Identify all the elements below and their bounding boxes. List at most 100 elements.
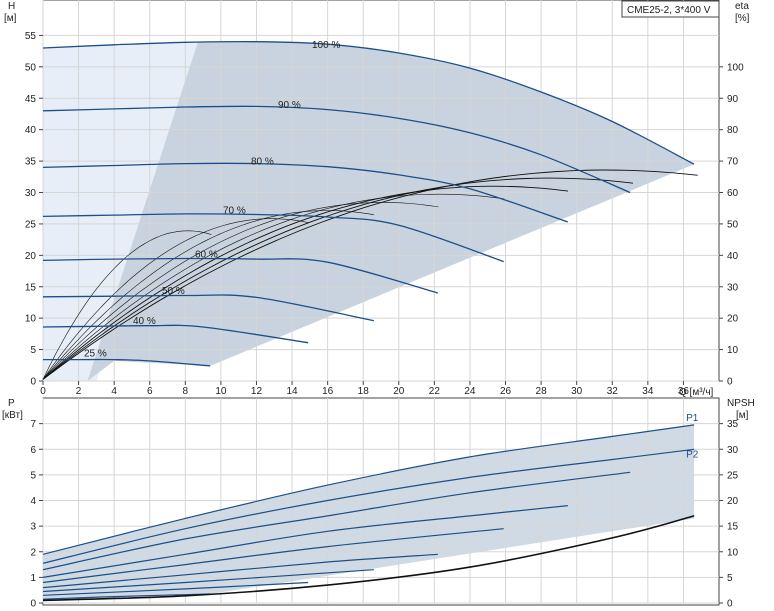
axis-label-q: Q [м³/ч] [679, 387, 714, 398]
x-tick-label: 28 [536, 386, 548, 397]
p-tick-label: 4 [30, 496, 36, 507]
p-tick-label: 7 [30, 419, 36, 430]
head-curve-label: 70 % [223, 205, 246, 216]
model-badge: CME25-2, 3*400 V [621, 0, 720, 18]
x-tick-label: 34 [642, 386, 654, 397]
power-curve-label: P1 [686, 413, 699, 424]
axis-unit-h: [м] [4, 13, 17, 24]
npsh-tick-label: 10 [727, 547, 739, 558]
x-tick-label: 14 [286, 386, 298, 397]
y-tick-label: 15 [25, 282, 37, 293]
x-tick-label: 22 [429, 386, 441, 397]
y-tick-label: 10 [25, 314, 37, 325]
power-labels: P1 P2 [686, 413, 699, 460]
axis-unit-eta: [%] [735, 13, 750, 24]
head-curve-label: 80 % [251, 156, 274, 167]
head-curve-label: 25 % [84, 349, 107, 360]
axis-label-eta: eta [735, 1, 749, 12]
efficiency-curve [42, 169, 698, 380]
power-curve [42, 528, 504, 584]
y-tick-label: 20 [25, 251, 37, 262]
y2-tick-label: 80 [727, 125, 739, 136]
power-curve-label: P2 [686, 449, 699, 460]
y-tick-label: 0 [30, 377, 36, 388]
power-curve [42, 471, 631, 571]
npsh-tick-label: 25 [727, 470, 739, 481]
y2-tick-label: 30 [727, 282, 739, 293]
bottom-panel: P1 P2 0 1 2 3 4 5 6 7 0 5 10 15 20 25 30 35 [30, 397, 739, 610]
npsh-tick-label: 0 [727, 599, 733, 610]
model-label: CME25-2, 3*400 V [627, 5, 711, 16]
head-curve [42, 294, 375, 322]
p-tick-label: 0 [30, 599, 36, 610]
x-tick-label: 32 [607, 386, 619, 397]
y2-tick-label: 90 [727, 94, 739, 105]
power-curve [42, 581, 309, 596]
p-tick-label: 6 [30, 445, 36, 456]
x-tick-label: 20 [393, 386, 405, 397]
x-tick-label: 18 [358, 386, 370, 397]
y-tick-label: 55 [25, 31, 37, 42]
y-tick-label: 30 [25, 188, 37, 199]
axis-label-h: H [8, 1, 15, 12]
y-tick-label: 5 [30, 345, 36, 356]
npsh-tick-label: 5 [727, 573, 733, 584]
y2-tick-label: 10 [727, 345, 739, 356]
head-curve [42, 257, 439, 294]
efficiency-curve [42, 185, 569, 380]
y2-tick-label: 0 [727, 377, 733, 388]
power-curve [42, 593, 211, 600]
efficiency-curve [42, 202, 439, 380]
x-tick-label: 24 [464, 386, 476, 397]
npsh-curve [42, 515, 695, 602]
npsh-tick-label: 30 [727, 445, 739, 456]
p-tick-label: 3 [30, 522, 36, 533]
y2-tick-label: 60 [727, 188, 739, 199]
head-curve-label: 60 % [195, 249, 218, 260]
head-curves [42, 40, 695, 367]
x-tick-label: 26 [500, 386, 512, 397]
y-tick-label: 50 [25, 62, 37, 73]
head-curve [42, 324, 309, 344]
top-axis-ticks: 0 2 4 6 8 10 12 14 16 18 20 22 24 26 28 30 32 34 360510152… [25, 31, 744, 397]
axis-label-npsh: NPSH [727, 398, 755, 409]
x-tick-label: 10 [215, 386, 227, 397]
head-curve [42, 213, 504, 263]
efficiency-curve [42, 193, 505, 380]
head-curve [43, 358, 211, 367]
power-curve [42, 424, 695, 555]
y2-tick-label: 50 [727, 219, 739, 230]
axis-unit-npsh: [м] [736, 410, 749, 421]
head-curve [42, 162, 569, 223]
y-tick-label: 45 [25, 94, 37, 105]
efficiency-curve [42, 218, 309, 380]
x-tick-label: 16 [322, 386, 334, 397]
head-curve-label: 40 % [133, 316, 156, 327]
head-curve [42, 40, 695, 165]
x-tick-label: 8 [183, 386, 189, 397]
x-tick-label: 36 [678, 386, 690, 397]
x-tick-label: 4 [111, 386, 117, 397]
curve-labels: 100 % 90 % 80 % 70 % 60 % 50 % 40 % 25 % [84, 40, 340, 360]
axis-label-p: P [8, 398, 15, 409]
y-tick-label: 25 [25, 219, 37, 230]
p-tick-label: 1 [30, 573, 36, 584]
npsh-tick-label: 20 [727, 496, 739, 507]
top-grid [42, 0, 719, 382]
head-curve-label: 100 % [312, 40, 340, 51]
y2-tick-label: 40 [727, 251, 739, 262]
x-tick-label: 0 [40, 386, 46, 397]
head-curve-label: 50 % [162, 286, 185, 297]
efficiency-curve [42, 210, 374, 380]
y2-tick-label: 70 [727, 157, 739, 168]
y-tick-label: 40 [25, 125, 37, 136]
y2-tick-label: 100 [727, 62, 744, 73]
x-tick-label: 2 [76, 386, 82, 397]
head-curve-label: 90 % [278, 100, 301, 111]
axis-unit-p: [кВт] [2, 410, 23, 421]
power-curve [42, 569, 374, 593]
npsh-tick-label: 35 [727, 419, 739, 430]
power-curves [42, 424, 695, 602]
y2-tick-label: 20 [727, 314, 739, 325]
